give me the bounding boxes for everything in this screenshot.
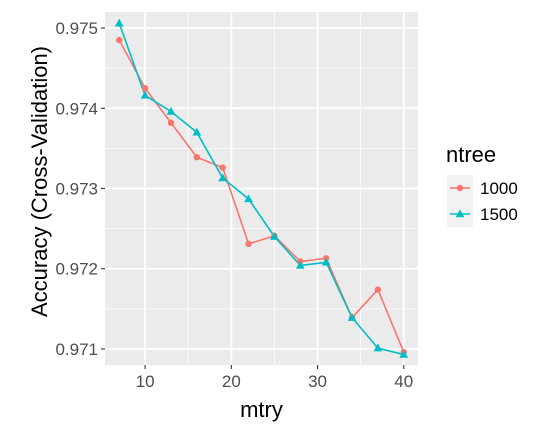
data-point-1000 <box>116 36 123 44</box>
data-point-1500 <box>373 343 383 352</box>
legend: ntree 1000 1500 <box>446 142 518 227</box>
y-tick-label: 0.973 <box>55 180 98 199</box>
x-axis-title: mtry <box>240 397 283 422</box>
data-point-1000 <box>141 85 149 92</box>
series-lines <box>118 22 405 356</box>
series-line-1500 <box>118 22 404 356</box>
data-point-1500 <box>218 173 228 182</box>
data-point-1500 <box>114 18 124 27</box>
legend-label: 1000 <box>480 179 518 198</box>
data-point-1500 <box>270 232 279 240</box>
data-point-1000 <box>245 240 252 248</box>
x-tick-label: 20 <box>222 372 241 391</box>
data-point-1500 <box>399 349 409 358</box>
legend-title: ntree <box>446 142 496 167</box>
y-tick-label: 0.972 <box>55 260 98 279</box>
y-axis-title: Accuracy (Cross-Validation) <box>27 46 52 317</box>
series-points <box>114 18 409 358</box>
series-line-1000 <box>118 39 405 353</box>
data-point-1500 <box>166 106 176 115</box>
y-tick-label: 0.974 <box>55 99 98 118</box>
data-point-1000 <box>193 154 201 161</box>
data-point-1000 <box>219 164 226 171</box>
major-gridlines <box>105 12 418 365</box>
legend-key-marker <box>456 184 464 192</box>
data-point-1500 <box>244 194 253 203</box>
y-tick-label: 0.971 <box>55 340 98 359</box>
data-point-1500 <box>321 257 331 266</box>
data-point-1500 <box>140 90 150 99</box>
legend-key-marker <box>455 209 465 218</box>
data-point-1000 <box>374 286 382 293</box>
data-point-1500 <box>192 127 202 136</box>
data-point-1000 <box>167 119 175 126</box>
data-point-1500 <box>347 313 357 321</box>
x-axis: 10 20 30 40 <box>136 365 413 391</box>
y-axis: 0.971 0.972 0.973 0.974 0.975 <box>55 19 105 359</box>
x-tick-label: 30 <box>308 372 327 391</box>
legend-items: 1000 1500 <box>447 175 518 227</box>
legend-label: 1500 <box>480 205 518 224</box>
data-point-1500 <box>295 260 305 269</box>
x-tick-label: 40 <box>394 372 413 391</box>
y-tick-label: 0.975 <box>55 19 98 38</box>
x-tick-label: 10 <box>136 372 155 391</box>
